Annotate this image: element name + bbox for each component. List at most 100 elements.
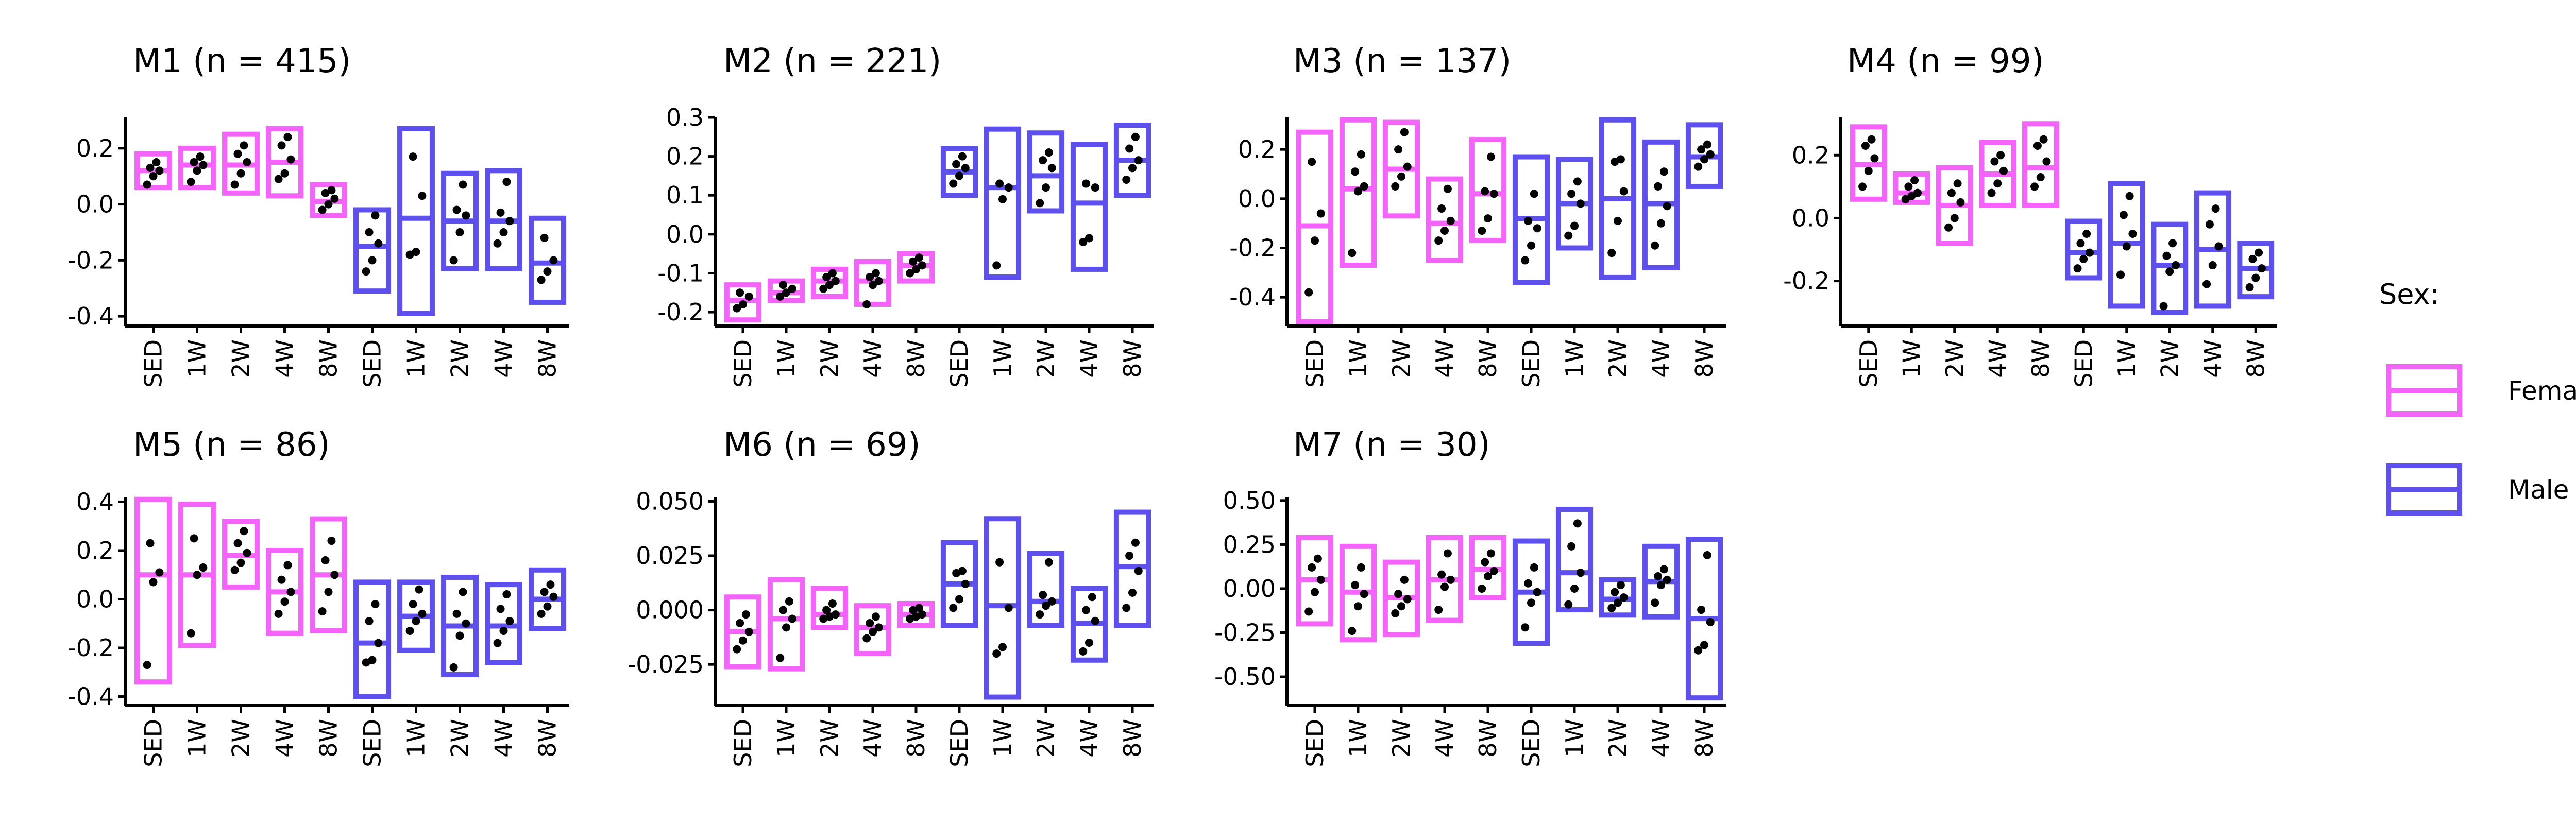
- box-male-2w: [2151, 221, 2189, 315]
- data-point: [831, 277, 840, 285]
- data-point: [949, 179, 958, 188]
- x-tick-label: 2W: [1604, 339, 1632, 378]
- data-point: [1304, 607, 1313, 616]
- data-point: [1047, 164, 1056, 173]
- data-point: [1659, 565, 1668, 574]
- data-point: [502, 590, 511, 599]
- x-tick-label: 2W: [1032, 719, 1060, 758]
- data-point: [409, 152, 417, 161]
- y-tick-label: -0.2: [1783, 267, 1829, 295]
- data-point: [741, 610, 750, 619]
- data-point: [1489, 566, 1498, 575]
- data-point: [280, 169, 289, 178]
- data-point: [318, 607, 327, 616]
- data-point: [1036, 199, 1044, 208]
- panel-title: M5 (n = 86): [133, 426, 330, 464]
- y-tick-label: 0.3: [666, 104, 704, 131]
- data-point: [1316, 575, 1325, 584]
- data-point: [1397, 172, 1405, 181]
- data-point: [1910, 176, 1919, 185]
- panel-title: M7 (n = 30): [1293, 426, 1490, 464]
- data-point: [736, 619, 744, 627]
- data-point: [233, 539, 242, 547]
- data-point: [1313, 554, 1322, 563]
- x-tick-label: 8W: [534, 719, 562, 758]
- data-point: [405, 250, 414, 259]
- data-point: [995, 179, 1004, 188]
- data-point: [1527, 598, 1535, 607]
- x-tick-label: 2W: [816, 719, 843, 758]
- data-point: [958, 566, 967, 575]
- data-point: [782, 623, 790, 632]
- data-point: [918, 610, 926, 619]
- data-point: [1400, 575, 1409, 584]
- data-point: [540, 588, 549, 596]
- x-tick-label: 1W: [183, 719, 211, 758]
- data-point: [2245, 283, 2254, 291]
- data-point: [1079, 237, 1088, 246]
- data-point: [327, 186, 336, 195]
- y-tick-label: 0.0: [1792, 204, 1829, 232]
- data-point: [374, 639, 383, 647]
- data-point: [549, 592, 558, 601]
- data-point: [1947, 188, 1956, 197]
- x-tick-label: 8W: [902, 719, 930, 758]
- x-tick-label: 4W: [1075, 719, 1103, 758]
- x-tick-label: SED: [359, 719, 386, 767]
- x-tick-label: 2W: [2156, 339, 2183, 378]
- data-point: [1394, 145, 1403, 154]
- data-point: [1573, 519, 1582, 528]
- data-point: [1564, 600, 1573, 609]
- data-point: [871, 612, 880, 621]
- data-point: [537, 609, 546, 618]
- data-point: [1659, 167, 1668, 176]
- data-point: [914, 253, 923, 262]
- data-point: [1348, 627, 1357, 636]
- data-point: [1657, 581, 1665, 590]
- data-point: [1481, 558, 1489, 566]
- data-point: [149, 578, 158, 587]
- y-tick-label: 0.25: [1223, 530, 1276, 558]
- data-point: [1308, 563, 1316, 572]
- data-point: [362, 267, 370, 276]
- legend-label-male: Male: [2508, 475, 2569, 505]
- data-point: [462, 211, 470, 220]
- data-point: [1039, 156, 1047, 165]
- data-point: [2076, 239, 2085, 248]
- y-tick-label: 0.050: [636, 487, 704, 515]
- data-point: [779, 281, 788, 289]
- data-point: [1654, 572, 1663, 581]
- data-point: [1481, 187, 1489, 196]
- data-point: [190, 158, 198, 167]
- data-point: [909, 257, 918, 266]
- data-point: [1091, 183, 1099, 192]
- data-point: [1357, 150, 1365, 159]
- data-point: [1567, 542, 1576, 551]
- data-point: [1351, 167, 1360, 176]
- data-point: [1999, 166, 2008, 175]
- data-point: [822, 606, 831, 614]
- data-point: [283, 561, 292, 570]
- data-point: [1484, 572, 1492, 581]
- data-point: [505, 617, 514, 626]
- data-point: [330, 194, 339, 203]
- data-point: [277, 575, 286, 584]
- data-point: [1122, 604, 1131, 612]
- data-point: [2159, 302, 2168, 311]
- panel-m6: M6 (n = 69) 0.050 0.025 0.000 -0.025 SED 1W 2W 4…: [628, 426, 1154, 767]
- y-tick-label: 0.0: [666, 220, 704, 248]
- y-tick-label: -0.2: [67, 634, 114, 662]
- data-point: [286, 155, 295, 164]
- data-point: [1861, 141, 1870, 150]
- data-point: [1486, 152, 1495, 161]
- x-tick-label: 2W: [1387, 719, 1415, 758]
- data-point: [1304, 288, 1313, 297]
- x-tick-label: 8W: [1690, 339, 1718, 378]
- data-point: [143, 180, 151, 189]
- data-point: [1039, 591, 1047, 599]
- data-point: [1576, 569, 1585, 577]
- data-point: [1403, 595, 1412, 604]
- data-point: [733, 304, 741, 313]
- data-point: [874, 277, 883, 285]
